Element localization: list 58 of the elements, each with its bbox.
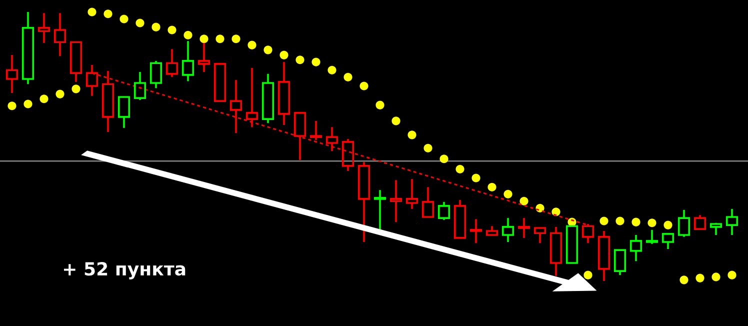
point xyxy=(56,90,64,98)
point xyxy=(712,272,720,282)
candlestick xyxy=(518,217,530,239)
point xyxy=(488,182,496,192)
candlestick xyxy=(54,12,66,58)
candlestick xyxy=(390,179,402,223)
point xyxy=(40,94,48,104)
annotation: + 52 пункта xyxy=(64,262,186,280)
candlestick xyxy=(230,79,242,134)
point xyxy=(456,164,464,174)
point xyxy=(312,58,320,66)
point xyxy=(104,10,112,18)
point xyxy=(616,216,624,226)
point xyxy=(504,190,512,198)
candlestick xyxy=(38,12,50,44)
candlestick xyxy=(630,234,642,262)
point xyxy=(520,196,528,206)
point xyxy=(680,276,688,284)
point xyxy=(648,218,656,228)
point xyxy=(392,116,400,126)
point xyxy=(424,144,432,152)
point xyxy=(408,130,416,140)
candlestick xyxy=(502,217,514,243)
point xyxy=(232,34,240,44)
candlestick xyxy=(470,218,482,244)
point xyxy=(584,270,592,280)
point xyxy=(328,66,336,74)
candlestick xyxy=(278,61,290,126)
point xyxy=(600,216,608,226)
point xyxy=(632,218,640,226)
point xyxy=(200,34,208,44)
point xyxy=(248,40,256,50)
point xyxy=(296,56,304,64)
point xyxy=(472,174,480,182)
point xyxy=(184,30,192,40)
point xyxy=(136,18,144,28)
point xyxy=(216,34,224,44)
candlestick xyxy=(598,230,610,282)
point xyxy=(168,26,176,34)
point xyxy=(264,46,272,54)
point xyxy=(280,50,288,60)
point xyxy=(344,72,352,82)
point xyxy=(360,82,368,90)
point xyxy=(440,154,448,164)
point xyxy=(24,100,32,108)
point xyxy=(120,14,128,24)
candlestick xyxy=(726,208,738,236)
point xyxy=(664,220,672,230)
point xyxy=(152,22,160,32)
point xyxy=(8,102,16,110)
point xyxy=(728,270,736,280)
point xyxy=(376,100,384,110)
candlestick xyxy=(406,178,418,210)
point xyxy=(88,8,96,16)
point xyxy=(72,84,80,94)
point xyxy=(696,274,704,282)
candlestick xyxy=(326,126,338,152)
candlestick xyxy=(6,54,18,94)
